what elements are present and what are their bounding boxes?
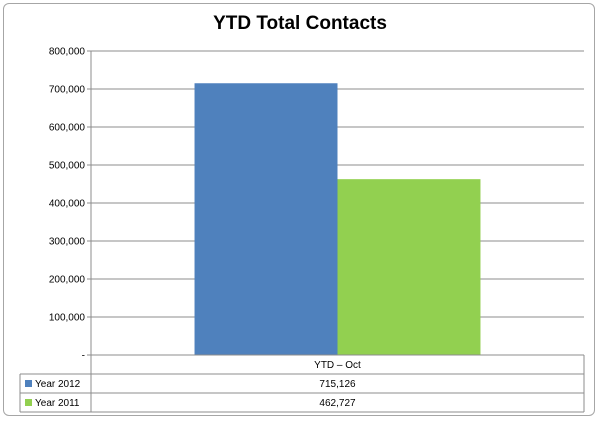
- data-label: 462,727: [319, 398, 356, 409]
- y-tick-label: 700,000: [49, 85, 86, 96]
- data-label: 715,126: [319, 379, 356, 390]
- y-tick-label: 600,000: [49, 123, 86, 134]
- x-category-label: YTD – Oct: [314, 360, 361, 371]
- y-tick-label: 400,000: [49, 199, 86, 210]
- legend-label: Year 2011: [35, 398, 80, 409]
- y-tick-label: 300,000: [49, 237, 86, 248]
- y-tick-label: -: [82, 351, 85, 362]
- bar: [194, 83, 338, 355]
- chart-title: YTD Total Contacts: [213, 13, 387, 34]
- y-tick-label: 800,000: [49, 47, 86, 58]
- y-tick-label: 200,000: [49, 275, 86, 286]
- y-tick-label: 100,000: [49, 313, 86, 324]
- legend-swatch: [25, 380, 32, 387]
- legend-swatch: [25, 399, 32, 406]
- legend-label: Year 2012: [35, 379, 81, 390]
- bar: [337, 179, 481, 355]
- y-tick-label: 500,000: [49, 161, 86, 172]
